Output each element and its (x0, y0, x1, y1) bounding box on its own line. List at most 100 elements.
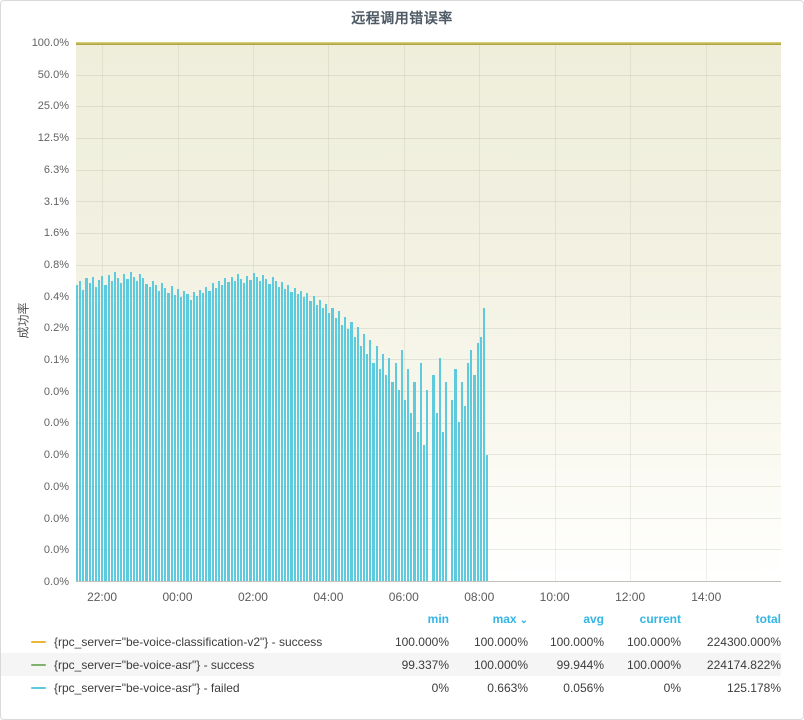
failed-bar (385, 374, 388, 581)
failed-bar (293, 287, 296, 581)
y-tick-label: 0.0% (43, 385, 69, 398)
y-tick-label: 0.0% (43, 512, 69, 525)
horizontal-gridline (76, 296, 781, 298)
legend-value-current: 100.000% (626, 634, 681, 649)
horizontal-gridline (76, 137, 781, 139)
failed-bar (400, 350, 403, 581)
y-tick-label: 12.5% (37, 132, 69, 145)
x-tick-label: 06:00 (388, 590, 419, 604)
horizontal-gridline (76, 486, 781, 488)
vertical-gridline (630, 43, 632, 581)
panel-title-bar[interactable]: 远程调用错误率 (1, 1, 803, 35)
legend-value-total: 125.178% (726, 680, 781, 695)
failed-bar (410, 413, 413, 581)
failed-bar (104, 284, 107, 581)
failed-bar (79, 280, 82, 581)
failed-bar (230, 276, 233, 581)
failed-bar (271, 276, 274, 581)
panel-title: 远程调用错误率 (351, 10, 453, 26)
failed-bar (451, 400, 454, 581)
series-color-dash-icon (31, 686, 46, 689)
legend-value-min: 99.337% (401, 657, 449, 672)
legend-row: {rpc_server="be-voice-asr"} - failed 0% 0.… (1, 676, 781, 699)
failed-bar (479, 336, 482, 581)
failed-bar (378, 368, 381, 581)
failed-bar (350, 322, 353, 581)
legend-column-avg[interactable]: avg (583, 611, 604, 626)
failed-bar (460, 381, 463, 581)
failed-bar (369, 339, 372, 581)
failed-series-bars (76, 43, 781, 581)
vertical-gridline (554, 43, 556, 581)
failed-bar (148, 286, 151, 581)
failed-bar (94, 286, 98, 581)
failed-bar (284, 288, 287, 581)
legend-table: min max ⌄ avg current total {rpc_server="be-vo… (1, 607, 781, 699)
legend-series-toggle[interactable]: {rpc_server="be-voice-asr"} - failed (1, 681, 369, 695)
failed-bar (315, 305, 318, 581)
failed-bar (123, 274, 126, 581)
failed-bar (142, 278, 145, 581)
failed-bar (306, 292, 309, 581)
y-tick-label: 0.2% (43, 322, 69, 335)
failed-bar (262, 275, 265, 581)
failed-bar (107, 275, 110, 581)
vertical-gridline (479, 43, 481, 581)
horizontal-gridline (76, 549, 781, 551)
failed-bar (331, 308, 334, 581)
legend-series-toggle[interactable]: {rpc_server="be-voice-classification-v2"… (1, 635, 369, 649)
failed-bar (202, 292, 205, 581)
failed-bar (359, 346, 362, 581)
failed-bar (246, 275, 249, 581)
failed-bar (482, 308, 485, 581)
horizontal-gridline (76, 359, 781, 361)
y-tick-label: 1.6% (43, 227, 69, 240)
legend-column-min[interactable]: min (427, 611, 449, 626)
failed-bar (139, 273, 142, 581)
x-axis-ticks: 22:00 00:00 02:00 04:00 06:00 08:00 10:00 12:00… (76, 588, 781, 608)
plot-region[interactable] (76, 42, 781, 582)
failed-bar (473, 374, 476, 581)
failed-bar (334, 318, 337, 581)
vertical-gridline (403, 43, 405, 581)
failed-bar (375, 346, 378, 581)
failed-bar (129, 272, 132, 581)
failed-bar (161, 283, 164, 581)
failed-bar (413, 381, 416, 581)
failed-bar (463, 406, 467, 581)
x-tick-label: 12:00 (615, 590, 646, 604)
failed-bar (255, 277, 258, 581)
vertical-gridline (706, 43, 708, 581)
legend-value-max: 100.000% (473, 634, 528, 649)
failed-bar (170, 285, 173, 581)
horizontal-gridline (76, 422, 781, 424)
horizontal-gridline (76, 517, 781, 519)
failed-bar (407, 368, 410, 581)
failed-bar (381, 354, 385, 581)
failed-bar (132, 276, 135, 581)
failed-bar (340, 324, 344, 581)
failed-bar (476, 343, 479, 581)
failed-bar (416, 431, 419, 581)
legend-column-max[interactable]: max ⌄ (492, 611, 528, 626)
failed-bar (265, 278, 268, 581)
y-tick-label: 25.0% (37, 100, 69, 113)
failed-bar (280, 282, 284, 581)
legend-row: {rpc_server="be-voice-classification-v2"… (1, 630, 781, 653)
legend-series-toggle[interactable]: {rpc_server="be-voice-asr"} - success (1, 658, 369, 672)
failed-bar (126, 278, 129, 581)
horizontal-gridline (76, 581, 781, 582)
legend-value-max: 0.663% (487, 680, 528, 695)
legend-column-current[interactable]: current (639, 611, 681, 626)
sort-caret-icon: ⌄ (519, 614, 528, 626)
failed-bar (309, 301, 312, 581)
legend-column-total[interactable]: total (755, 611, 781, 626)
failed-bar (98, 279, 101, 581)
failed-bar (485, 455, 489, 581)
y-tick-label: 0.8% (43, 258, 69, 271)
horizontal-gridline (76, 454, 781, 456)
failed-bar (403, 400, 407, 581)
failed-bar (372, 363, 375, 581)
y-tick-label: 3.1% (43, 195, 69, 208)
